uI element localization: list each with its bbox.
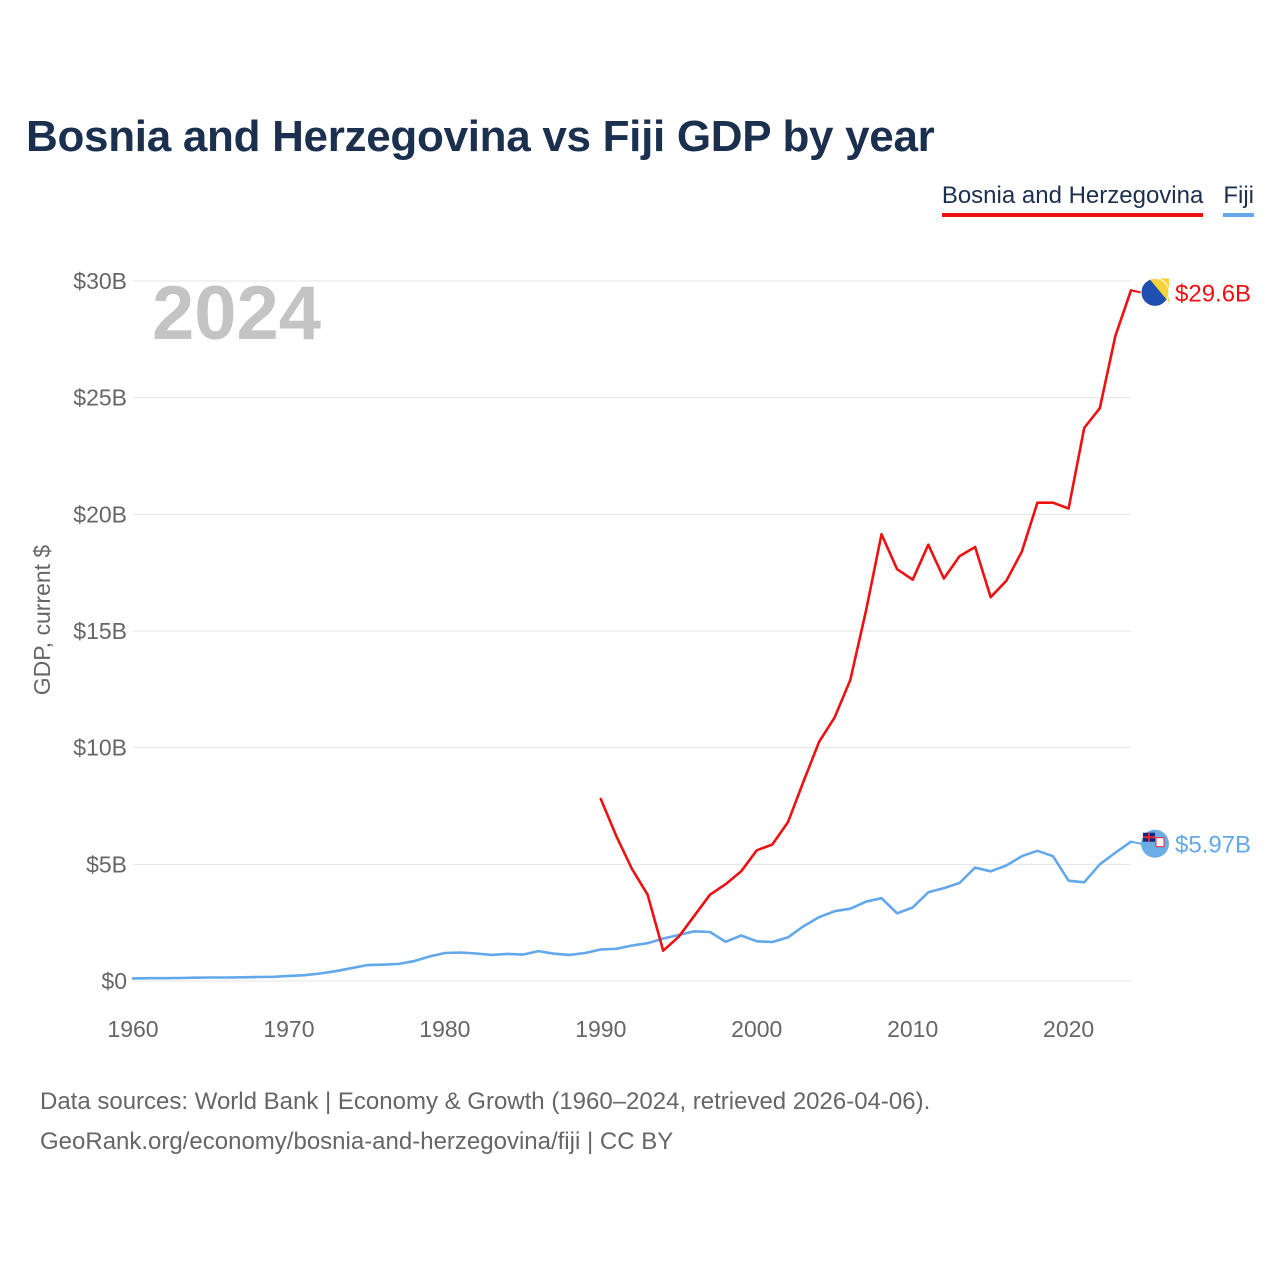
data-source-text: Data sources: World Bank | Economy & Gro…: [40, 1088, 931, 1115]
x-tick-label: 2010: [887, 1016, 938, 1042]
x-tick-label: 1960: [107, 1016, 158, 1042]
x-tick-label: 1970: [263, 1016, 314, 1042]
end-connector: [1130, 840, 1142, 845]
current-year-label: 2024: [152, 271, 322, 356]
bosnia-flag-icon: [1140, 277, 1170, 307]
attribution-text: GeoRank.org/economy/bosnia-and-herzegovi…: [40, 1128, 674, 1155]
legend-item-bosnia[interactable]: Bosnia and Herzegovina: [941, 182, 1204, 217]
legend: Bosnia and Herzegovina Fiji: [941, 182, 1254, 217]
y-tick-label: $0: [101, 968, 127, 994]
x-tick-label: 2020: [1043, 1016, 1094, 1042]
x-tick-label: 1990: [575, 1016, 626, 1042]
legend-item-fiji[interactable]: Fiji: [1223, 182, 1254, 217]
y-tick-label: $25B: [73, 385, 127, 411]
y-axis-title: GDP, current $: [29, 545, 55, 696]
chart-title: Bosnia and Herzegovina vs Fiji GDP by ye…: [26, 112, 935, 161]
end-value-label: $29.6B: [1175, 280, 1251, 307]
y-tick-label: $30B: [73, 268, 127, 294]
series-line-fiji: [131, 840, 1133, 980]
footer: Data sources: World Bank | Economy & Gro…: [40, 1082, 930, 1162]
fiji-flag-icon: [1141, 829, 1169, 858]
y-tick-label: $10B: [73, 735, 127, 761]
series-line-bosnia: [599, 288, 1133, 953]
end-connector: [1130, 289, 1142, 294]
y-tick-label: $20B: [73, 501, 127, 527]
gdp-line-chart: $0 $5B $10B $15B $20B $25B $30B 1960 1970 1980 199…: [29, 268, 1251, 1042]
end-value-label: $5.97B: [1175, 832, 1251, 859]
y-tick-label: $15B: [73, 618, 127, 644]
y-tick-label: $5B: [86, 851, 127, 877]
x-tick-label: 1980: [419, 1016, 470, 1042]
x-tick-label: 2000: [731, 1016, 782, 1042]
